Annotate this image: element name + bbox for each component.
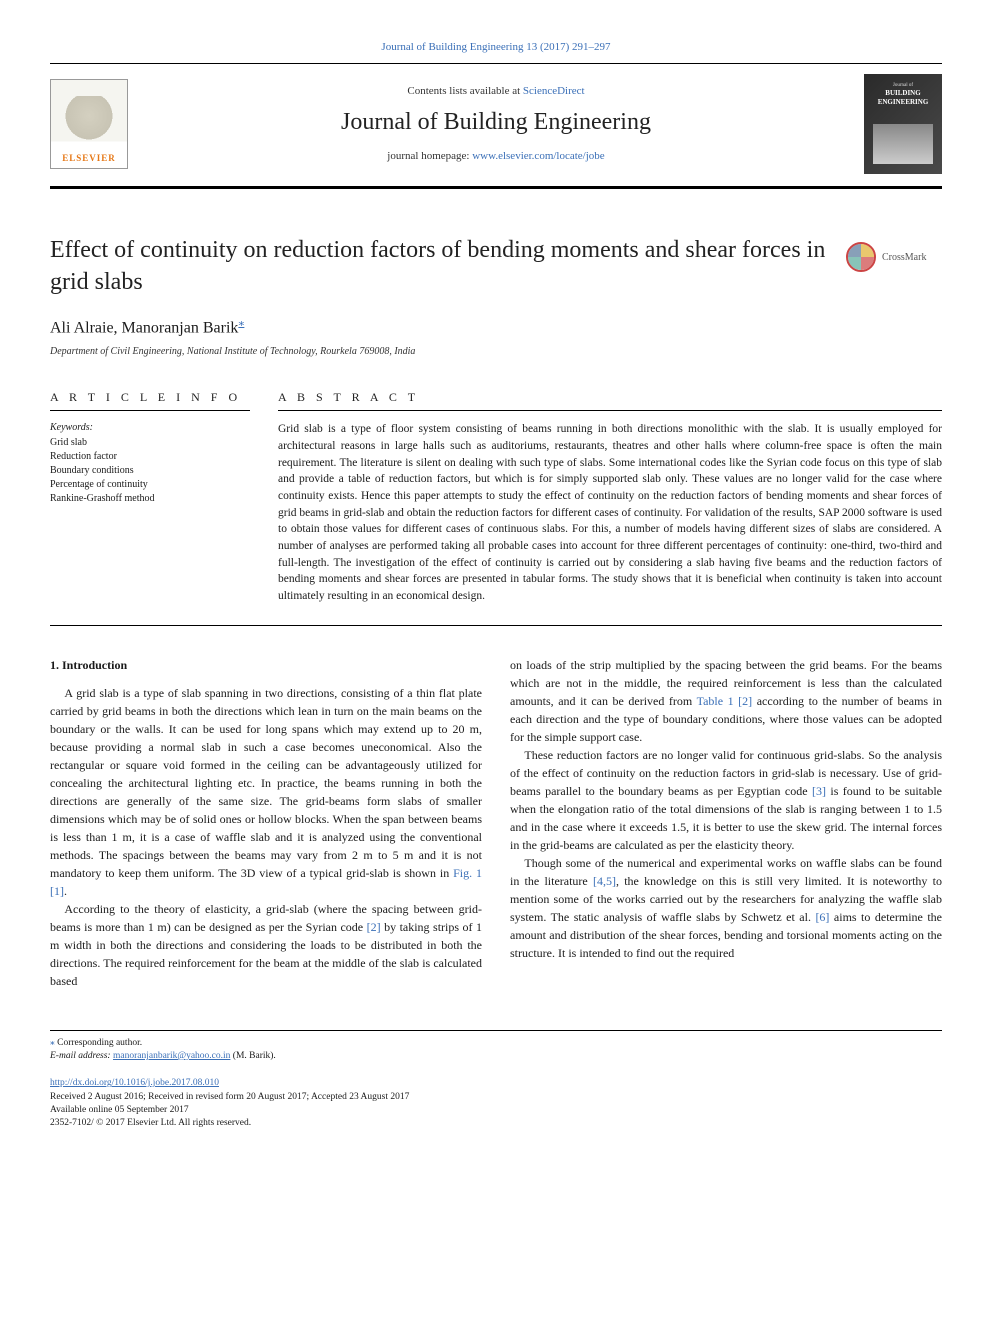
keyword: Percentage of continuity: [50, 478, 250, 492]
article-info-column: A R T I C L E I N F O Keywords: Grid sla…: [50, 389, 250, 604]
cover-small-1: Journal of: [893, 83, 913, 88]
keyword: Boundary conditions: [50, 464, 250, 478]
homepage-prefix: journal homepage:: [387, 150, 472, 162]
authors-text: Ali Alraie, Manoranjan Barik: [50, 319, 238, 336]
received-line: Received 2 August 2016; Received in revi…: [50, 1091, 942, 1104]
journal-header: ELSEVIER Contents lists available at Sci…: [50, 63, 942, 189]
elsevier-logo: ELSEVIER: [50, 79, 128, 169]
cite-ref[interactable]: [6]: [815, 910, 829, 924]
table-ref[interactable]: Table 1: [697, 694, 734, 708]
contents-prefix: Contents lists available at: [407, 85, 522, 97]
body-p1-end: .: [64, 884, 67, 898]
email-link[interactable]: manoranjanbarik@yahoo.co.in: [113, 1051, 230, 1061]
journal-homepage: journal homepage: www.elsevier.com/locat…: [128, 149, 864, 164]
corresponding-star: ⁎: [50, 1038, 55, 1048]
elsevier-wordmark: ELSEVIER: [62, 152, 116, 165]
cover-image-icon: [873, 124, 933, 164]
keywords-list: Grid slab Reduction factor Boundary cond…: [50, 436, 250, 506]
section-heading: 1. Introduction: [50, 656, 482, 674]
authors: Ali Alraie, Manoranjan Barik⁎: [50, 314, 942, 340]
crossmark-badge[interactable]: CrossMark: [846, 239, 942, 275]
abstract-heading: A B S T R A C T: [278, 389, 942, 406]
affiliation: Department of Civil Engineering, Nationa…: [50, 345, 942, 359]
crossmark-icon: [846, 242, 876, 272]
cover-small-2: BUILDING: [885, 89, 920, 97]
keyword: Grid slab: [50, 436, 250, 450]
keyword: Reduction factor: [50, 450, 250, 464]
footer: ⁎ Corresponding author. E-mail address: …: [50, 1030, 942, 1131]
cover-small-3: ENGINEERING: [878, 98, 929, 106]
abstract-column: A B S T R A C T Grid slab is a type of f…: [278, 389, 942, 604]
homepage-link[interactable]: www.elsevier.com/locate/jobe: [472, 150, 604, 162]
available-line: Available online 05 September 2017: [50, 1104, 942, 1117]
cite-ref[interactable]: [4,5]: [593, 874, 616, 888]
crossmark-label: CrossMark: [882, 251, 926, 264]
fig-ref[interactable]: Fig. 1: [453, 866, 482, 880]
abstract-rule: [278, 410, 942, 411]
copyright-line: 2352-7102/ © 2017 Elsevier Ltd. All righ…: [50, 1117, 942, 1130]
article-title-text: Effect of continuity on reduction factor…: [50, 237, 825, 294]
cite-ref[interactable]: [2]: [367, 920, 381, 934]
cite-ref[interactable]: [3]: [812, 784, 826, 798]
doi-link[interactable]: http://dx.doi.org/10.1016/j.jobe.2017.08…: [50, 1078, 219, 1088]
email-tail: (M. Barik).: [230, 1051, 275, 1061]
cite-ref[interactable]: [1]: [50, 884, 64, 898]
corresponding-label: Corresponding author.: [57, 1038, 142, 1048]
cite-ref[interactable]: [2]: [734, 694, 753, 708]
running-header: Journal of Building Engineering 13 (2017…: [50, 40, 942, 55]
corresponding-author-mark[interactable]: ⁎: [238, 315, 244, 329]
body-p1: A grid slab is a type of slab spanning i…: [50, 686, 482, 880]
email-label: E-mail address:: [50, 1051, 111, 1061]
article-info-heading: A R T I C L E I N F O: [50, 389, 250, 406]
sciencedirect-link[interactable]: ScienceDirect: [523, 85, 585, 97]
body-text: 1. Introduction A grid slab is a type of…: [50, 656, 942, 990]
contents-line: Contents lists available at ScienceDirec…: [128, 84, 864, 99]
abstract-text: Grid slab is a type of floor system cons…: [278, 421, 942, 604]
keyword: Rankine-Grashoff method: [50, 492, 250, 506]
keywords-label: Keywords:: [50, 421, 250, 435]
journal-title: Journal of Building Engineering: [128, 106, 864, 140]
elsevier-tree-icon: [64, 96, 114, 146]
article-info-rule: [50, 410, 250, 411]
journal-cover-thumbnail: Journal of BUILDING ENGINEERING: [864, 74, 942, 174]
article-title: Effect of continuity on reduction factor…: [50, 235, 942, 297]
